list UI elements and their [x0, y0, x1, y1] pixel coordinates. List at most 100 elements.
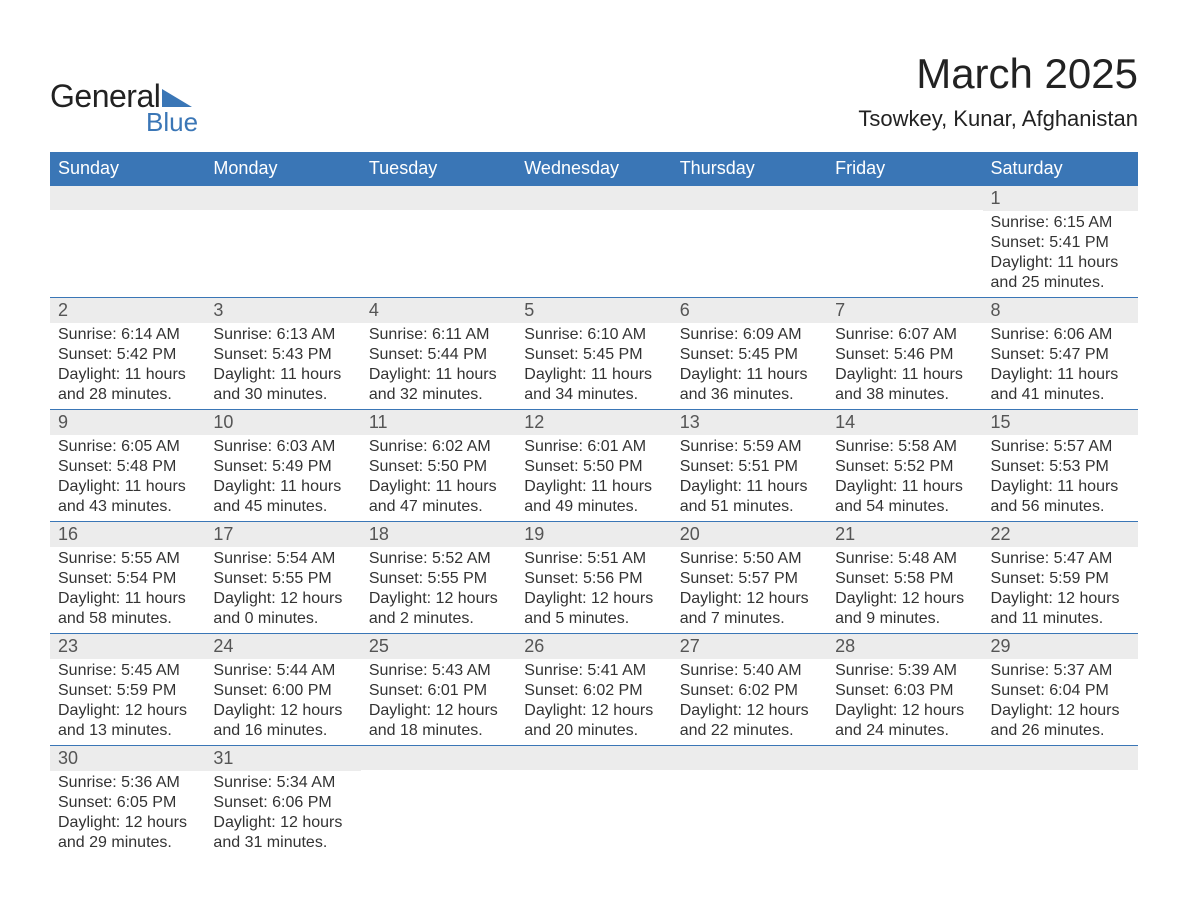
day-number: 23: [50, 634, 205, 659]
sunrise-text: Sunrise: 5:55 AM: [58, 549, 197, 569]
day-body: [205, 210, 360, 280]
sunrise-text: Sunrise: 6:10 AM: [524, 325, 663, 345]
day-number: 1: [983, 186, 1138, 211]
calendar-day-cell: 6Sunrise: 6:09 AMSunset: 5:45 PMDaylight…: [672, 298, 827, 410]
day-body: Sunrise: 6:15 AMSunset: 5:41 PMDaylight:…: [983, 211, 1138, 297]
calendar-day-cell: 19Sunrise: 5:51 AMSunset: 5:56 PMDayligh…: [516, 522, 671, 634]
daylight-text: and 7 minutes.: [680, 609, 819, 629]
calendar-day-cell: [516, 186, 671, 298]
calendar-day-cell: [50, 186, 205, 298]
calendar-day-cell: 30Sunrise: 5:36 AMSunset: 6:05 PMDayligh…: [50, 746, 205, 862]
daylight-text: and 13 minutes.: [58, 721, 197, 741]
calendar-day-cell: 17Sunrise: 5:54 AMSunset: 5:55 PMDayligh…: [205, 522, 360, 634]
day-number: 2: [50, 298, 205, 323]
calendar-day-cell: 24Sunrise: 5:44 AMSunset: 6:00 PMDayligh…: [205, 634, 360, 746]
calendar-day-cell: 7Sunrise: 6:07 AMSunset: 5:46 PMDaylight…: [827, 298, 982, 410]
calendar-day-cell: 18Sunrise: 5:52 AMSunset: 5:55 PMDayligh…: [361, 522, 516, 634]
daylight-text: and 11 minutes.: [991, 609, 1130, 629]
day-body: Sunrise: 6:03 AMSunset: 5:49 PMDaylight:…: [205, 435, 360, 521]
daylight-text: and 28 minutes.: [58, 385, 197, 405]
day-number: [672, 186, 827, 210]
day-number: 25: [361, 634, 516, 659]
calendar-day-cell: [827, 746, 982, 862]
sunrise-text: Sunrise: 6:02 AM: [369, 437, 508, 457]
day-number: 14: [827, 410, 982, 435]
day-number: [672, 746, 827, 770]
day-number: 21: [827, 522, 982, 547]
day-number: 15: [983, 410, 1138, 435]
sunset-text: Sunset: 6:02 PM: [680, 681, 819, 701]
sunset-text: Sunset: 5:53 PM: [991, 457, 1130, 477]
calendar-day-cell: 21Sunrise: 5:48 AMSunset: 5:58 PMDayligh…: [827, 522, 982, 634]
sunset-text: Sunset: 5:57 PM: [680, 569, 819, 589]
day-number: 12: [516, 410, 671, 435]
daylight-text: Daylight: 12 hours: [991, 589, 1130, 609]
day-body: [361, 770, 516, 860]
calendar-day-cell: 16Sunrise: 5:55 AMSunset: 5:54 PMDayligh…: [50, 522, 205, 634]
daylight-text: Daylight: 12 hours: [680, 701, 819, 721]
day-number: [361, 746, 516, 770]
daylight-text: and 47 minutes.: [369, 497, 508, 517]
sunrise-text: Sunrise: 5:43 AM: [369, 661, 508, 681]
daylight-text: Daylight: 12 hours: [369, 589, 508, 609]
day-body: [50, 210, 205, 280]
calendar-day-cell: 3Sunrise: 6:13 AMSunset: 5:43 PMDaylight…: [205, 298, 360, 410]
sunrise-text: Sunrise: 6:11 AM: [369, 325, 508, 345]
day-body: Sunrise: 5:39 AMSunset: 6:03 PMDaylight:…: [827, 659, 982, 745]
sunrise-text: Sunrise: 6:01 AM: [524, 437, 663, 457]
calendar-day-cell: 27Sunrise: 5:40 AMSunset: 6:02 PMDayligh…: [672, 634, 827, 746]
day-body: Sunrise: 6:11 AMSunset: 5:44 PMDaylight:…: [361, 323, 516, 409]
day-number: 17: [205, 522, 360, 547]
day-body: Sunrise: 5:52 AMSunset: 5:55 PMDaylight:…: [361, 547, 516, 633]
calendar-day-cell: 1Sunrise: 6:15 AMSunset: 5:41 PMDaylight…: [983, 186, 1138, 298]
calendar-day-cell: 2Sunrise: 6:14 AMSunset: 5:42 PMDaylight…: [50, 298, 205, 410]
day-body: Sunrise: 5:45 AMSunset: 5:59 PMDaylight:…: [50, 659, 205, 745]
calendar-day-cell: 28Sunrise: 5:39 AMSunset: 6:03 PMDayligh…: [827, 634, 982, 746]
daylight-text: and 26 minutes.: [991, 721, 1130, 741]
day-body: Sunrise: 6:02 AMSunset: 5:50 PMDaylight:…: [361, 435, 516, 521]
calendar-day-cell: 20Sunrise: 5:50 AMSunset: 5:57 PMDayligh…: [672, 522, 827, 634]
day-body: Sunrise: 5:59 AMSunset: 5:51 PMDaylight:…: [672, 435, 827, 521]
day-number: 13: [672, 410, 827, 435]
sunrise-text: Sunrise: 5:37 AM: [991, 661, 1130, 681]
day-body: Sunrise: 6:09 AMSunset: 5:45 PMDaylight:…: [672, 323, 827, 409]
sunset-text: Sunset: 5:47 PM: [991, 345, 1130, 365]
daylight-text: Daylight: 11 hours: [58, 477, 197, 497]
sunrise-text: Sunrise: 5:58 AM: [835, 437, 974, 457]
sunset-text: Sunset: 5:56 PM: [524, 569, 663, 589]
day-number: 26: [516, 634, 671, 659]
calendar-week-row: 16Sunrise: 5:55 AMSunset: 5:54 PMDayligh…: [50, 522, 1138, 634]
day-body: Sunrise: 5:50 AMSunset: 5:57 PMDaylight:…: [672, 547, 827, 633]
day-number: [516, 186, 671, 210]
sunrise-text: Sunrise: 5:59 AM: [680, 437, 819, 457]
day-number: 6: [672, 298, 827, 323]
daylight-text: Daylight: 11 hours: [369, 365, 508, 385]
sunset-text: Sunset: 5:49 PM: [213, 457, 352, 477]
daylight-text: Daylight: 11 hours: [213, 477, 352, 497]
daylight-text: and 29 minutes.: [58, 833, 197, 853]
day-body: [827, 770, 982, 860]
day-number: 18: [361, 522, 516, 547]
title-month: March 2025: [858, 50, 1138, 98]
daylight-text: and 54 minutes.: [835, 497, 974, 517]
day-body: Sunrise: 6:05 AMSunset: 5:48 PMDaylight:…: [50, 435, 205, 521]
daylight-text: Daylight: 12 hours: [58, 813, 197, 833]
day-number: 31: [205, 746, 360, 771]
weekday-header-row: Sunday Monday Tuesday Wednesday Thursday…: [50, 152, 1138, 186]
day-number: 8: [983, 298, 1138, 323]
daylight-text: Daylight: 11 hours: [991, 253, 1130, 273]
day-number: 10: [205, 410, 360, 435]
sunrise-text: Sunrise: 5:39 AM: [835, 661, 974, 681]
sunset-text: Sunset: 5:42 PM: [58, 345, 197, 365]
sunrise-text: Sunrise: 5:36 AM: [58, 773, 197, 793]
title-location: Tsowkey, Kunar, Afghanistan: [858, 106, 1138, 132]
daylight-text: and 22 minutes.: [680, 721, 819, 741]
sunset-text: Sunset: 5:59 PM: [58, 681, 197, 701]
sunset-text: Sunset: 5:59 PM: [991, 569, 1130, 589]
calendar-day-cell: 25Sunrise: 5:43 AMSunset: 6:01 PMDayligh…: [361, 634, 516, 746]
sunrise-text: Sunrise: 5:54 AM: [213, 549, 352, 569]
calendar-day-cell: 13Sunrise: 5:59 AMSunset: 5:51 PMDayligh…: [672, 410, 827, 522]
calendar-day-cell: 10Sunrise: 6:03 AMSunset: 5:49 PMDayligh…: [205, 410, 360, 522]
day-body: Sunrise: 6:14 AMSunset: 5:42 PMDaylight:…: [50, 323, 205, 409]
brand-logo: General Blue: [50, 78, 198, 138]
